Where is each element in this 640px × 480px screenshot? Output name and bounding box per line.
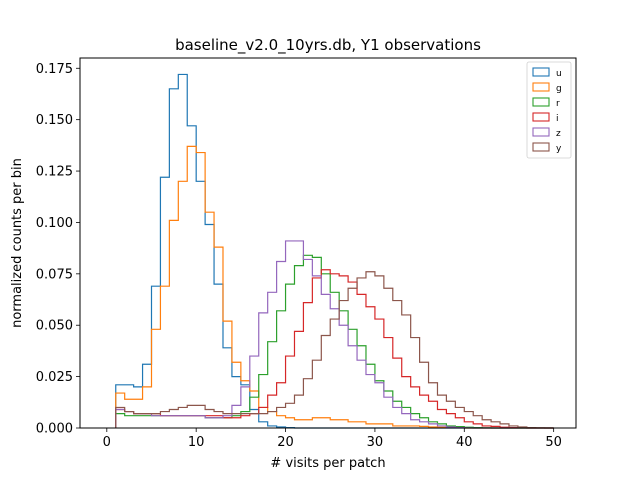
legend-label-i: i: [556, 114, 559, 124]
y-tick-label: 0.025: [36, 370, 73, 385]
y-tick-label: 0.100: [36, 216, 73, 231]
legend-label-g: g: [556, 84, 562, 94]
chart-title: baseline_v2.0_10yrs.db, Y1 observations: [175, 36, 481, 55]
legend-label-y: y: [556, 144, 562, 154]
y-tick-label: 0.050: [36, 319, 73, 334]
x-axis: 0 10 20 30 40 50: [103, 428, 562, 450]
x-axis-title: # visits per patch: [270, 456, 385, 471]
y-tick-label: 0.075: [36, 267, 73, 282]
series-z-histogram: [115, 240, 554, 429]
x-tick-label: 50: [545, 435, 562, 450]
legend-swatch-z: [532, 127, 550, 137]
series-i-histogram: [115, 269, 554, 429]
y-tick-label: 0.000: [36, 422, 73, 437]
legend-swatch-i: [532, 112, 550, 122]
y-tick-label: 0.125: [36, 165, 73, 180]
legend-swatch-r: [532, 97, 550, 107]
y-axis: 0.000 0.025 0.050 0.075 0.100 0.125 0.150 0.175: [36, 62, 80, 437]
legend-label-r: r: [556, 99, 560, 109]
y-tick-label: 0.175: [36, 62, 73, 77]
plot-frame: [79, 57, 577, 429]
legend-swatch-u: [532, 67, 550, 77]
legend-label-z: z: [556, 129, 561, 139]
x-tick-label: 20: [277, 435, 294, 450]
series-y-histogram: [115, 271, 554, 429]
x-tick-label: 40: [456, 435, 473, 450]
y-axis-title: normalized counts per bin: [10, 158, 25, 328]
y-tick-label: 0.150: [36, 113, 73, 128]
legend-swatch-g: [532, 82, 550, 92]
legend-swatch-y: [532, 142, 550, 152]
x-tick-label: 0: [103, 435, 111, 450]
x-tick-label: 30: [367, 435, 384, 450]
legend-label-u: u: [556, 69, 562, 79]
series-layer: [115, 73, 554, 429]
legend-box: [526, 61, 572, 159]
x-tick-label: 10: [188, 435, 205, 450]
